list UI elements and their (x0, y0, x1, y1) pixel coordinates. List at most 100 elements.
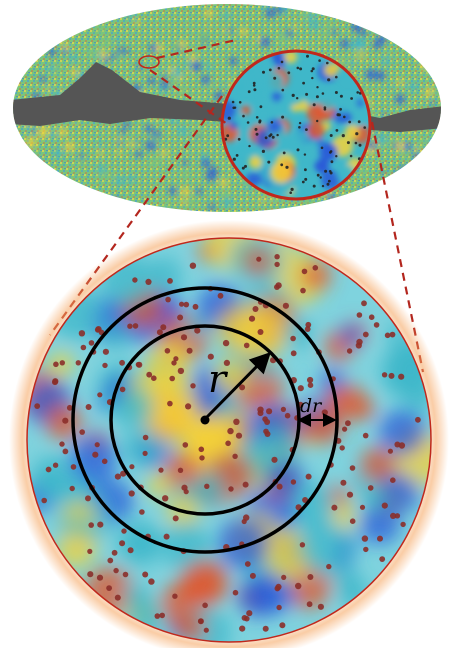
disk-peak (239, 625, 246, 632)
sky-speckle (228, 28, 233, 34)
disk-peak (233, 418, 240, 425)
sky-speckle (412, 152, 421, 160)
disk-peak (180, 334, 188, 341)
disk-peak (70, 464, 77, 470)
sky-speckle (177, 125, 188, 136)
patch-blob (295, 129, 309, 143)
patch-peak (238, 101, 242, 104)
disk-peak (88, 340, 95, 346)
disk-peak (256, 256, 262, 262)
sky-speckle (24, 175, 28, 180)
sky-speckle (147, 63, 151, 67)
disk-peak (119, 359, 125, 366)
disk-peak (66, 404, 73, 411)
connector-upper-left (149, 69, 231, 127)
sky-speckle (160, 149, 168, 157)
disk-peak (252, 306, 259, 312)
disk-blob (379, 409, 427, 457)
sky-speckle (160, 68, 164, 73)
disk-peak (198, 618, 204, 624)
disk-blob (334, 569, 362, 597)
sky-speckle (221, 190, 230, 199)
patch-peak (296, 97, 299, 100)
patch-blob (297, 100, 309, 112)
sky-speckle (90, 199, 98, 208)
disk-peak (114, 594, 121, 601)
patch-blob (297, 169, 318, 190)
sky-speckle (50, 88, 54, 92)
disk-peak (177, 467, 184, 473)
patch-peak (242, 114, 245, 118)
patch-peak (341, 134, 345, 138)
patch-peak (316, 119, 319, 123)
patch-peak (253, 88, 257, 92)
patch-peak (335, 75, 338, 79)
sky-speckle (382, 57, 391, 66)
sky-speckle (29, 51, 35, 56)
sky-speckle (192, 128, 204, 139)
disk-peak (274, 254, 280, 260)
radius-label: r (208, 357, 229, 401)
sky-speckle (13, 198, 21, 208)
sky-speckle (215, 135, 221, 141)
sky-speckle (73, 200, 78, 205)
sky-speckle (394, 170, 400, 177)
disk-peak (142, 450, 148, 456)
disk-peak (146, 371, 153, 378)
patch-peak (244, 164, 247, 168)
disk-peak (244, 561, 251, 567)
patch-peak (311, 67, 315, 71)
patch-peak (326, 61, 329, 65)
patch-peak (237, 137, 241, 141)
sky-speckle (399, 188, 406, 195)
sky-speckle (222, 29, 227, 33)
disk-peak (97, 521, 104, 528)
sky-speckle (338, 198, 347, 207)
disk-blob (266, 459, 304, 498)
sky-speckle (419, 165, 429, 174)
sky-speckle (148, 158, 159, 169)
disk-peak (217, 292, 224, 299)
disk-blob (69, 435, 118, 484)
sky-speckle (69, 70, 73, 74)
disk-peak (390, 512, 397, 520)
sky-speckle (86, 48, 97, 59)
disk-peak (363, 546, 369, 553)
disk-blob (331, 384, 368, 421)
sky-speckle (403, 142, 412, 151)
disk-peak (192, 303, 199, 310)
disk-peak (384, 332, 391, 339)
disk-peak (306, 601, 313, 608)
sky-speckle (125, 49, 130, 54)
sky-speckle (433, 43, 441, 53)
sky-speckle (385, 182, 396, 193)
sky-speckle (97, 141, 103, 147)
disk-peak (381, 502, 388, 509)
disk-peak (367, 485, 374, 491)
disk-peak (346, 491, 354, 498)
patch-peak (296, 66, 300, 70)
patch-blob (318, 142, 338, 162)
disk-peak (204, 483, 210, 489)
sky-speckle (239, 27, 248, 36)
patch-peak (259, 105, 263, 109)
disk-peak (69, 485, 75, 492)
patch-blob (265, 72, 284, 91)
disk-peak (274, 261, 280, 268)
sky-speckle (376, 188, 385, 197)
sky-speckle (424, 66, 433, 75)
disk-peak (87, 548, 93, 555)
disk-peak (151, 375, 157, 382)
disk-peak (398, 442, 406, 449)
patch-blob (236, 84, 256, 103)
disk-peak (181, 484, 188, 491)
sky-speckle (307, 12, 316, 22)
disk-peak (390, 477, 396, 484)
sky-speckle (372, 193, 379, 200)
sky-speckle (180, 198, 187, 205)
sky-speckle (400, 151, 409, 160)
sky-speckle (262, 4, 269, 10)
sky-speckle (144, 124, 153, 133)
disk-peak (162, 495, 169, 502)
disk-peak-markers (34, 254, 421, 633)
